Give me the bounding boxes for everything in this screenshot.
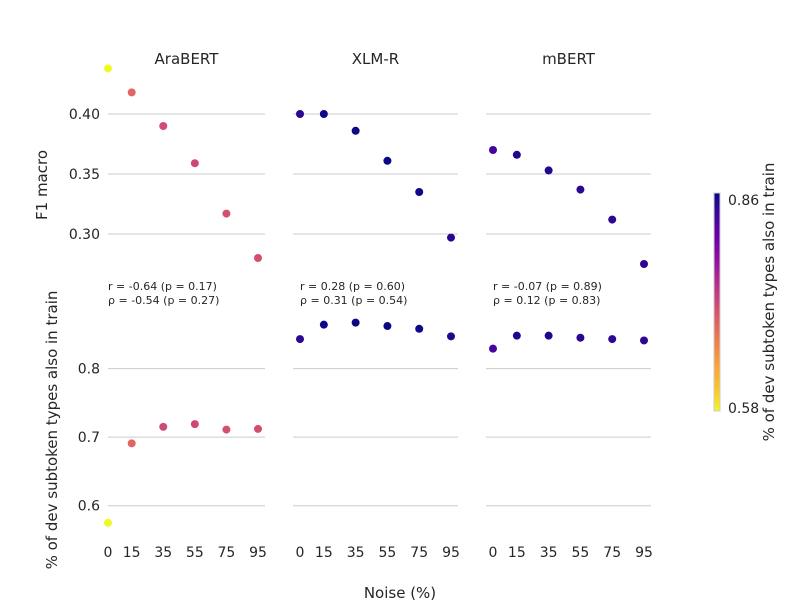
correlation-annotation: ρ = 0.31 (p = 0.54) <box>300 294 407 307</box>
f1-point <box>190 159 199 168</box>
xtick-label: 75 <box>410 545 428 561</box>
panel-2: mBERT 0 15 35 55 75 95 r = -0.07 (p = 0.89)ρ = … <box>486 50 653 561</box>
top-y-axis-label: F1 macro <box>33 150 51 220</box>
xtick-label: 55 <box>186 545 204 561</box>
panel-title: XLM-R <box>352 50 399 68</box>
f1-point <box>489 146 497 154</box>
f1-point <box>608 215 617 224</box>
overlap-point <box>544 331 553 340</box>
overlap-point <box>127 439 136 448</box>
axes-labels: Noise (%) F1 macro % of dev subtoken typ… <box>33 150 436 600</box>
overlap-point <box>640 336 648 345</box>
top-ytick-label: 0.30 <box>69 227 100 243</box>
f1-point <box>351 126 360 135</box>
f1-point <box>447 233 455 242</box>
xtick-label: 35 <box>540 545 558 561</box>
correlation-annotation: r = -0.07 (p = 0.89) <box>493 280 602 293</box>
f1-point <box>254 254 262 262</box>
overlap-point <box>447 332 455 341</box>
correlation-annotation: r = -0.64 (p = 0.17) <box>108 280 217 293</box>
correlation-annotation: r = 0.28 (p = 0.60) <box>300 280 405 293</box>
overlap-point <box>351 318 360 327</box>
overlap-point <box>254 424 262 433</box>
bottom-ytick-label: 0.7 <box>78 430 100 446</box>
bottom-ytick-label: 0.6 <box>78 499 100 515</box>
f1-point <box>104 64 112 73</box>
xtick-label: 95 <box>635 545 653 561</box>
top-ytick-label: 0.40 <box>69 107 100 123</box>
xtick-label: 95 <box>442 545 460 561</box>
xtick-label: 15 <box>123 545 141 561</box>
f1-point <box>319 110 328 118</box>
xtick-label: 0 <box>296 545 305 561</box>
f1-point <box>415 188 424 196</box>
f1-point <box>296 110 304 118</box>
f1-point <box>544 166 553 175</box>
colorbar-label: % of dev subtoken types also in train <box>760 163 778 442</box>
panels: AraBERT 0.30 0.35 0.40 0.6 0.7 0.8 0 15 35 55 75 95 r… <box>69 50 653 561</box>
bottom-y-axis-label: % of dev subtoken types also in train <box>43 291 61 570</box>
xtick-label: 55 <box>572 545 590 561</box>
f1-point <box>127 88 136 97</box>
panel-title: AraBERT <box>155 50 220 68</box>
xtick-label: 75 <box>603 545 621 561</box>
xtick-label: 75 <box>218 545 236 561</box>
panel-0: AraBERT 0.30 0.35 0.40 0.6 0.7 0.8 0 15 35 55 75 95 r… <box>69 50 267 561</box>
bottom-ytick-label: 0.8 <box>78 362 100 378</box>
colorbar: 0.86 0.58 % of dev subtoken types also i… <box>713 163 778 442</box>
panel-title: mBERT <box>542 50 596 68</box>
correlation-annotation: ρ = -0.54 (p = 0.27) <box>108 294 219 307</box>
f1-point <box>512 150 521 159</box>
f1-point <box>159 122 168 130</box>
xtick-label: 95 <box>249 545 267 561</box>
overlap-point <box>319 320 328 329</box>
overlap-point <box>190 420 199 429</box>
correlation-annotation: ρ = 0.12 (p = 0.83) <box>493 294 600 307</box>
overlap-point <box>222 425 231 434</box>
top-ytick-label: 0.35 <box>69 167 100 183</box>
colorbar-min-label: 0.58 <box>728 401 759 417</box>
f1-point <box>640 260 648 268</box>
panel-1: XLM-R 0 15 35 55 75 95 r = 0.28 (p = 0.60)ρ = 0… <box>293 50 460 561</box>
overlap-point <box>296 335 304 344</box>
f1-point <box>222 209 231 218</box>
x-axis-label: Noise (%) <box>364 584 436 600</box>
xtick-label: 0 <box>489 545 498 561</box>
overlap-point <box>415 324 424 333</box>
colorbar-gradient <box>713 192 721 412</box>
overlap-point <box>159 422 168 431</box>
xtick-label: 35 <box>347 545 365 561</box>
xtick-label: 35 <box>154 545 172 561</box>
overlap-point <box>383 322 392 331</box>
xtick-label: 15 <box>315 545 333 561</box>
overlap-point <box>512 331 521 340</box>
xtick-label: 0 <box>104 545 113 561</box>
f1-point <box>576 185 585 194</box>
xtick-label: 15 <box>508 545 526 561</box>
colorbar-max-label: 0.86 <box>728 193 759 209</box>
overlap-point <box>576 333 585 342</box>
overlap-point <box>489 344 497 353</box>
overlap-point <box>104 518 112 527</box>
overlap-point <box>608 335 617 344</box>
f1-point <box>383 156 392 165</box>
xtick-label: 55 <box>379 545 397 561</box>
